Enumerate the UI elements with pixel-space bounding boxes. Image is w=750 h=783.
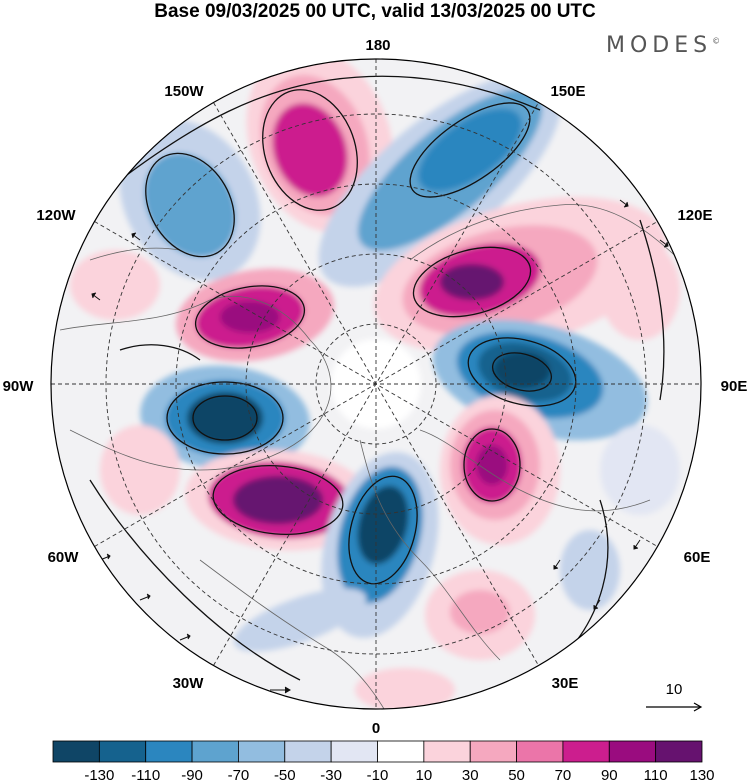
colorbar-swatch <box>330 740 378 763</box>
lon-label-60e: 60E <box>684 549 711 566</box>
lon-label-150w: 150W <box>164 83 204 100</box>
anomaly-field <box>51 59 701 709</box>
colorbar-swatch <box>516 740 564 763</box>
lon-label-0: 0 <box>372 720 380 737</box>
colorbar-swatch <box>608 740 657 763</box>
colorbar-tick-label: -10 <box>367 767 389 783</box>
colorbar-tick-label: 50 <box>508 767 525 783</box>
colorbar: -130 -110 -90 -70 -50 -30 -10 10 30 50 70 90 110 130 <box>52 740 715 783</box>
colorbar-tick-label: -30 <box>320 767 342 783</box>
colorbar-tick-label: 90 <box>601 767 618 783</box>
colorbar-tick-label: 130 <box>689 767 714 783</box>
brand-mark: © <box>712 36 721 46</box>
lon-label-180: 180 <box>365 37 390 54</box>
map-boundary <box>50 58 702 710</box>
colorbar-swatch <box>284 740 332 763</box>
reference-vector: 10 <box>646 681 703 712</box>
colorbar-tick-label: 10 <box>416 767 433 783</box>
colorbar-swatch <box>191 740 239 763</box>
colorbar-tick-label: -130 <box>84 767 114 783</box>
colorbar-tick-label: 70 <box>555 767 572 783</box>
colorbar-swatch <box>377 740 425 763</box>
brand-name: MODES <box>606 33 713 58</box>
lon-label-60w: 60W <box>48 549 80 566</box>
lon-label-120w: 120W <box>36 207 76 224</box>
colorbar-swatch <box>655 740 703 763</box>
colorbar-swatch <box>423 740 471 763</box>
lon-label-150e: 150E <box>550 83 585 100</box>
colorbar-swatch <box>562 740 610 763</box>
lon-label-90e: 90E <box>721 378 748 395</box>
colorbar-tick-label: -50 <box>274 767 296 783</box>
wind-vectors <box>91 199 669 694</box>
lon-label-90w: 90W <box>3 378 35 395</box>
streamlines <box>89 75 665 681</box>
colorbar-swatch <box>238 740 286 763</box>
colorbar-tick-label: -110 <box>131 767 160 783</box>
colorbar-swatch <box>469 740 517 763</box>
brand-logo: MODES© <box>606 33 720 58</box>
colorbar-swatch <box>98 740 147 763</box>
reference-vector-label: 10 <box>666 681 683 698</box>
colorbar-tick-label: -70 <box>228 767 250 783</box>
colorbar-tick-label: -90 <box>181 767 203 783</box>
map-title: Base 09/03/2025 00 UTC, valid 13/03/2025… <box>154 1 596 22</box>
lon-label-30w: 30W <box>173 675 205 692</box>
colorbar-swatch <box>145 740 193 763</box>
colorbar-tick-label: 110 <box>644 767 668 783</box>
colorbar-tick-label: 30 <box>462 767 479 783</box>
lon-label-120e: 120E <box>677 207 712 224</box>
colorbar-swatch <box>52 740 100 763</box>
graticule <box>51 59 701 709</box>
lon-label-30e: 30E <box>552 675 579 692</box>
